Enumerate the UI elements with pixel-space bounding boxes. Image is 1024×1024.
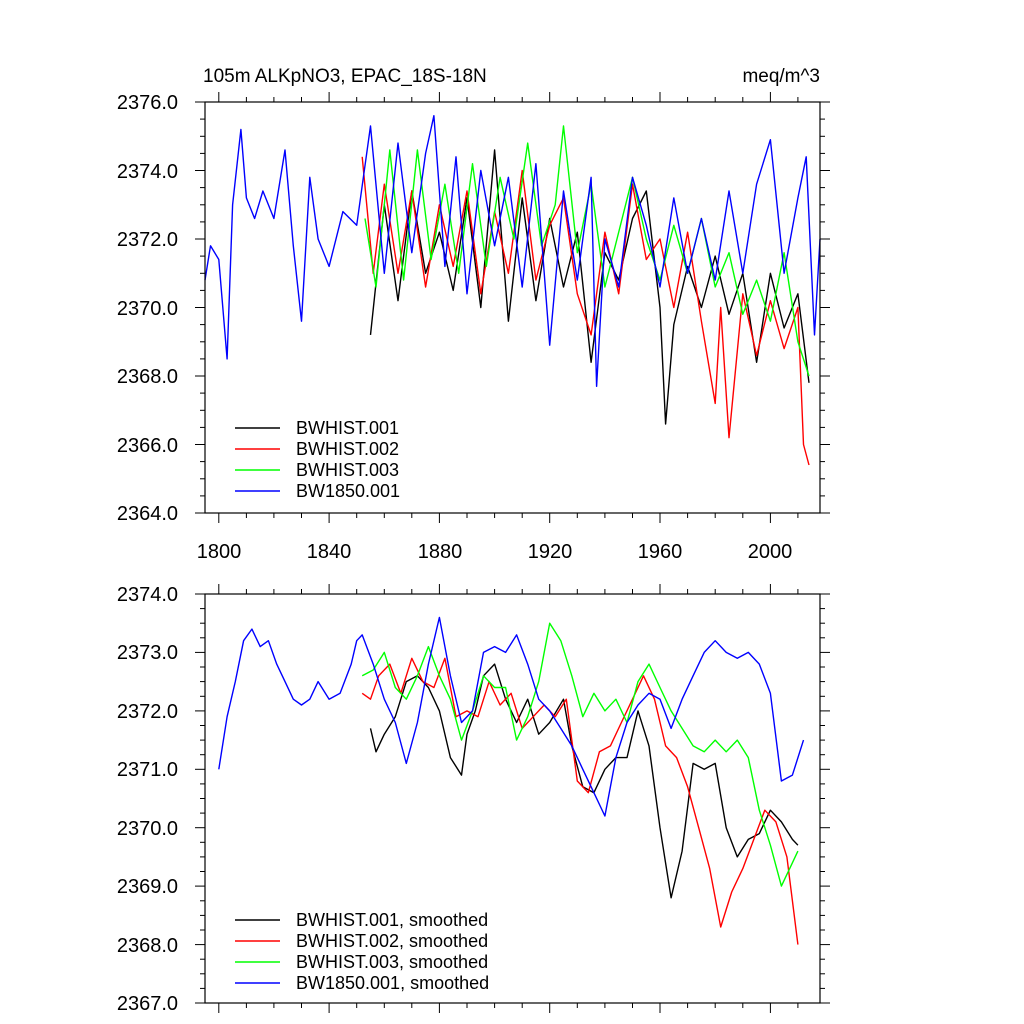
y-tick-label: 2368.0 xyxy=(117,366,178,388)
y-tick-label: 2369.0 xyxy=(117,876,178,898)
minor-ticks xyxy=(200,589,825,1008)
minor-ticks xyxy=(200,97,825,518)
x-tick-label: 1960 xyxy=(638,541,683,563)
x-tick-labels: 1800 1840 1880 1920 1960 2000 xyxy=(197,541,793,563)
y-tick-label: 2374.0 xyxy=(117,584,178,606)
y-tick-label: 2366.0 xyxy=(117,435,178,457)
y-tick-labels: 2374.0 2373.0 2372.0 2371.0 2370.0 2369.… xyxy=(117,584,178,1015)
major-ticks xyxy=(195,584,830,1013)
y-tick-label: 2372.0 xyxy=(117,229,178,251)
y-tick-label: 2370.0 xyxy=(117,818,178,840)
series-line-bwhist-001-smoothed xyxy=(369,663,799,899)
legend-label: BWHIST.001, smoothed xyxy=(296,910,488,930)
y-tick-label: 2371.0 xyxy=(117,759,178,781)
y-tick-label: 2370.0 xyxy=(117,298,178,320)
x-tick-label: 1880 xyxy=(418,541,463,563)
panel-smoothed: 2374.0 2373.0 2372.0 2371.0 2370.0 2369.… xyxy=(117,584,830,1015)
series-line-bwhist-001 xyxy=(369,149,810,425)
legend: BWHIST.001, smoothed BWHIST.002, smoothe… xyxy=(235,910,489,993)
series-line-bwhist-003 xyxy=(364,125,810,377)
axes-frame xyxy=(204,101,821,514)
y-tick-labels: 2376.0 2374.0 2372.0 2370.0 2368.0 2366.… xyxy=(117,92,178,525)
x-tick-label: 1920 xyxy=(528,541,573,563)
series-line-bwhist-002-smoothed xyxy=(361,657,799,945)
y-tick-label: 2373.0 xyxy=(117,642,178,664)
panel-raw: 105m ALKpNO3, EPAC_18S-18N meq/m^3 2376.… xyxy=(117,66,830,563)
legend-label: BW1850.001 xyxy=(296,481,400,501)
series-line-bwhist-003-smoothed xyxy=(361,622,799,887)
legend-label: BWHIST.003, smoothed xyxy=(296,952,488,972)
chart-title: 105m ALKpNO3, EPAC_18S-18N xyxy=(203,66,487,87)
plot-area xyxy=(218,616,805,945)
y-tick-label: 2367.0 xyxy=(117,993,178,1015)
legend-label: BWHIST.002 xyxy=(296,439,399,459)
legend-label: BWHIST.003 xyxy=(296,460,399,480)
axes-frame xyxy=(204,593,821,1004)
y-tick-label: 2368.0 xyxy=(117,935,178,957)
series-line-bwhist-002 xyxy=(361,156,810,466)
legend-label: BWHIST.001 xyxy=(296,418,399,438)
legend: BWHIST.001 BWHIST.002 BWHIST.003 BW1850.… xyxy=(235,418,400,501)
y-tick-label: 2374.0 xyxy=(117,161,178,183)
series-line-bw1850-001 xyxy=(204,114,821,387)
legend-label: BWHIST.002, smoothed xyxy=(296,931,488,951)
y-tick-label: 2364.0 xyxy=(117,503,178,525)
x-tick-label: 2000 xyxy=(748,541,793,563)
x-tick-label: 1800 xyxy=(197,541,242,563)
series-line-bw1850-001-smoothed xyxy=(218,616,805,817)
x-tick-label: 1840 xyxy=(307,541,352,563)
major-ticks xyxy=(195,92,830,523)
legend-label: BW1850.001, smoothed xyxy=(296,973,489,993)
y-tick-label: 2372.0 xyxy=(117,701,178,723)
plot-area xyxy=(204,114,821,466)
y-tick-label: 2376.0 xyxy=(117,92,178,114)
units-label: meq/m^3 xyxy=(742,66,820,87)
